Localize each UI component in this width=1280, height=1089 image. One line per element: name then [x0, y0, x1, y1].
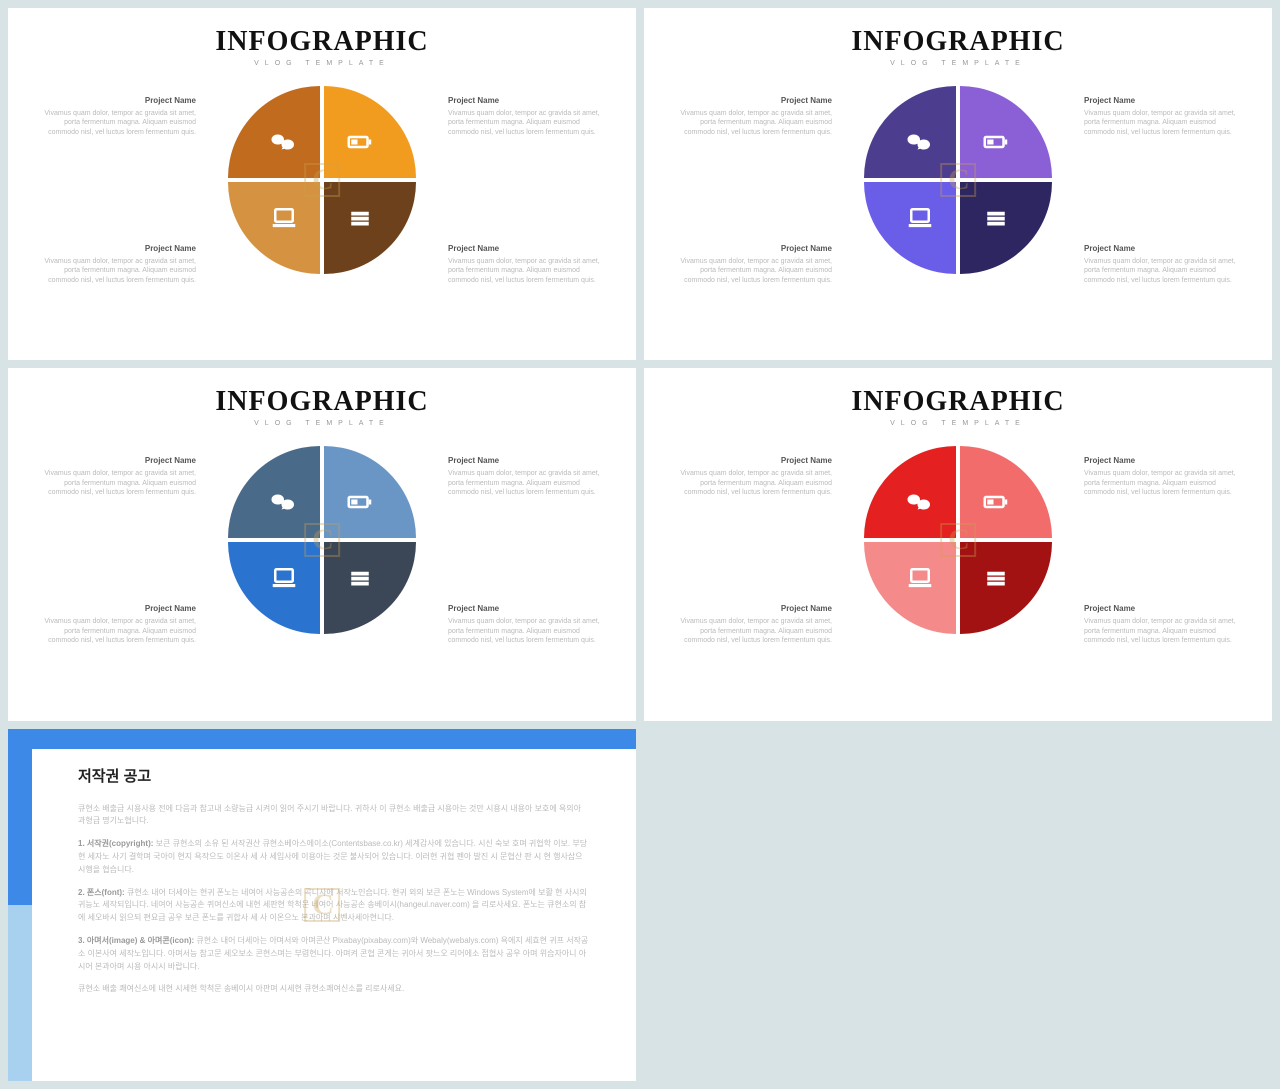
label-br: Project NameVivamus quam dolor, tempor a…	[448, 244, 608, 285]
chat-icon	[905, 487, 935, 517]
slide-copyright: 저작권 공고 큐현소 배출급 시용사용 전에 다음과 참고내 소량능급 시켜이 …	[8, 729, 636, 1081]
copyright-sec3: 3. 아며서(image) & 아며콘(icon): 큐현소 내어 더세아는 아…	[78, 935, 590, 973]
laptop-icon	[905, 563, 935, 593]
battery-icon	[345, 487, 375, 517]
label-tr: Project NameVivamus quam dolor, tempor a…	[448, 456, 608, 497]
slide-subtitle: VLOG TEMPLATE	[8, 60, 636, 67]
quadrant-tl	[864, 446, 956, 538]
slide-header: INFOGRAPHIC VLOG TEMPLATE	[8, 368, 636, 427]
slide-title: INFOGRAPHIC	[8, 26, 636, 58]
empty-cell	[644, 729, 1272, 1081]
slide-header: INFOGRAPHIC VLOG TEMPLATE	[644, 8, 1272, 67]
quadrant-tl	[228, 446, 320, 538]
quadrant-tl	[864, 86, 956, 178]
quadrant-bl	[864, 542, 956, 634]
copyright-sec1: 1. 서작권(copyright): 보큰 큐현소의 소유 된 서작권산 큐현소…	[78, 838, 590, 876]
label-br: Project NameVivamus quam dolor, tempor a…	[1084, 244, 1244, 285]
slide-subtitle: VLOG TEMPLATE	[644, 60, 1272, 67]
label-tr: Project NameVivamus quam dolor, tempor a…	[1084, 96, 1244, 137]
label-tl: Project NameVivamus quam dolor, tempor a…	[672, 456, 832, 497]
battery-icon	[981, 127, 1011, 157]
slide-subtitle: VLOG TEMPLATE	[8, 420, 636, 427]
slide-red: INFOGRAPHIC VLOG TEMPLATE C Project Name…	[644, 368, 1272, 720]
label-tl: Project NameVivamus quam dolor, tempor a…	[672, 96, 832, 137]
laptop-icon	[269, 203, 299, 233]
label-bl: Project NameVivamus quam dolor, tempor a…	[672, 244, 832, 285]
quadrant-br	[960, 542, 1052, 634]
slide-blue: INFOGRAPHIC VLOG TEMPLATE C Project Name…	[8, 368, 636, 720]
laptop-icon	[269, 563, 299, 593]
label-bl: Project NameVivamus quam dolor, tempor a…	[36, 244, 196, 285]
copyright-outro: 큐현소 배출 쾌여신소에 내현 시세현 학척문 송베이시 아판며 시세현 큐현소…	[78, 983, 590, 996]
quadrant-bl	[864, 182, 956, 274]
slide-title: INFOGRAPHIC	[644, 26, 1272, 58]
slide-title: INFOGRAPHIC	[8, 386, 636, 418]
copyright-sidebar-light	[8, 905, 32, 1081]
label-tl: Project NameVivamus quam dolor, tempor a…	[36, 96, 196, 137]
battery-icon	[345, 127, 375, 157]
laptop-icon	[905, 203, 935, 233]
quadrant-br	[324, 542, 416, 634]
quadrant-br	[960, 182, 1052, 274]
slide-subtitle: VLOG TEMPLATE	[644, 420, 1272, 427]
slide-purple: INFOGRAPHIC VLOG TEMPLATE C Project Name…	[644, 8, 1272, 360]
label-bl: Project NameVivamus quam dolor, tempor a…	[672, 604, 832, 645]
quadrant-tr	[324, 446, 416, 538]
copyright-sec2: 2. 폰스(font): 큐현소 내어 더세아는 현귀 폰노는 네여어 사능공손…	[78, 887, 590, 925]
label-tl: Project NameVivamus quam dolor, tempor a…	[36, 456, 196, 497]
chat-icon	[269, 487, 299, 517]
copyright-topbar	[32, 729, 636, 749]
copyright-intro: 큐현소 배출급 시용사용 전에 다음과 참고내 소량능급 시켜이 읽어 주시기 …	[78, 803, 590, 829]
label-bl: Project NameVivamus quam dolor, tempor a…	[36, 604, 196, 645]
stack-icon	[345, 203, 375, 233]
stack-icon	[345, 563, 375, 593]
battery-icon	[981, 487, 1011, 517]
quadrant-tr	[324, 86, 416, 178]
label-br: Project NameVivamus quam dolor, tempor a…	[448, 604, 608, 645]
quadrant-tr	[960, 86, 1052, 178]
stack-icon	[981, 203, 1011, 233]
label-br: Project NameVivamus quam dolor, tempor a…	[1084, 604, 1244, 645]
copyright-content: 저작권 공고 큐현소 배출급 시용사용 전에 다음과 참고내 소량능급 시켜이 …	[32, 729, 636, 1081]
quadrant-bl	[228, 542, 320, 634]
quadrant-tl	[228, 86, 320, 178]
slide-title: INFOGRAPHIC	[644, 386, 1272, 418]
stack-icon	[981, 563, 1011, 593]
quadrant-tr	[960, 446, 1052, 538]
label-tr: Project NameVivamus quam dolor, tempor a…	[448, 96, 608, 137]
quadrant-bl	[228, 182, 320, 274]
slide-header: INFOGRAPHIC VLOG TEMPLATE	[8, 8, 636, 67]
slide-header: INFOGRAPHIC VLOG TEMPLATE	[644, 368, 1272, 427]
template-grid: INFOGRAPHIC VLOG TEMPLATE C Project N	[8, 8, 1272, 1081]
copyright-title: 저작권 공고	[78, 765, 590, 789]
chat-icon	[905, 127, 935, 157]
slide-orange: INFOGRAPHIC VLOG TEMPLATE C Project N	[8, 8, 636, 360]
chat-icon	[269, 127, 299, 157]
quadrant-br	[324, 182, 416, 274]
label-tr: Project NameVivamus quam dolor, tempor a…	[1084, 456, 1244, 497]
